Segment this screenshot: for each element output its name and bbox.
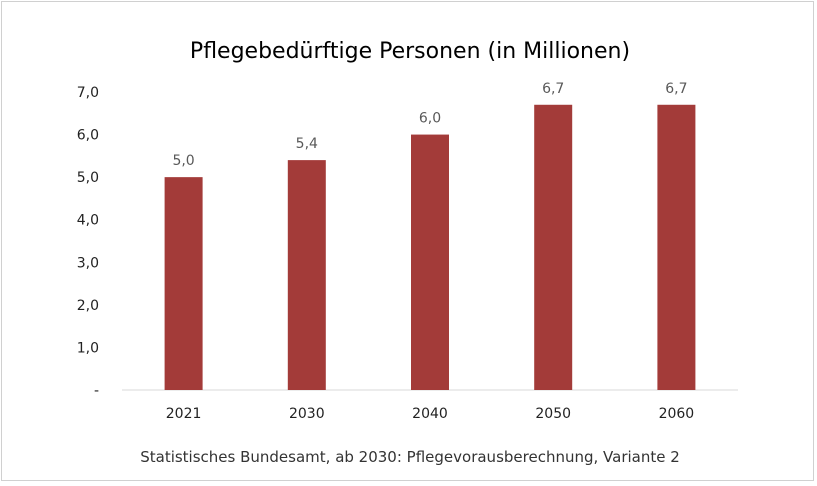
y-tick-label: 4,0 (77, 213, 99, 229)
y-tick-label: 2,0 (77, 298, 99, 314)
data-label: 6,0 (419, 111, 441, 127)
bar (534, 104, 573, 391)
data-label: 5,4 (296, 136, 318, 152)
y-tick-label: 7,0 (77, 85, 99, 101)
y-tick-label: 6,0 (77, 128, 99, 144)
x-tick-label: 2050 (535, 406, 571, 422)
x-tick-label: 2040 (412, 406, 448, 422)
y-tick-label: 5,0 (77, 170, 99, 186)
x-tick-label: 2060 (659, 406, 695, 422)
bar (411, 134, 449, 390)
x-axis: 2021 2030 2040 2050 2060 (166, 406, 694, 422)
y-tick-label: 3,0 (77, 255, 99, 271)
data-label: 6,7 (665, 81, 687, 97)
bar (287, 160, 326, 390)
data-label: 5,0 (172, 153, 194, 169)
bar-group: 5,0 5,4 6,0 6,7 6,7 (164, 81, 696, 391)
chart-title: Pflegebedürftige Personen (in Millionen) (190, 39, 630, 64)
source-note: Statistisches Bundesamt, ab 2030: Pflege… (140, 448, 680, 466)
bar (657, 104, 696, 391)
y-tick-label: 1,0 (77, 340, 99, 356)
bar (164, 177, 203, 390)
x-tick-label: 2021 (166, 406, 202, 422)
data-label: 6,7 (542, 81, 564, 97)
x-tick-label: 2030 (289, 406, 325, 422)
y-axis: - 1,0 2,0 3,0 4,0 5,0 6,0 7,0 (77, 85, 99, 399)
y-tick-label: - (94, 383, 99, 399)
